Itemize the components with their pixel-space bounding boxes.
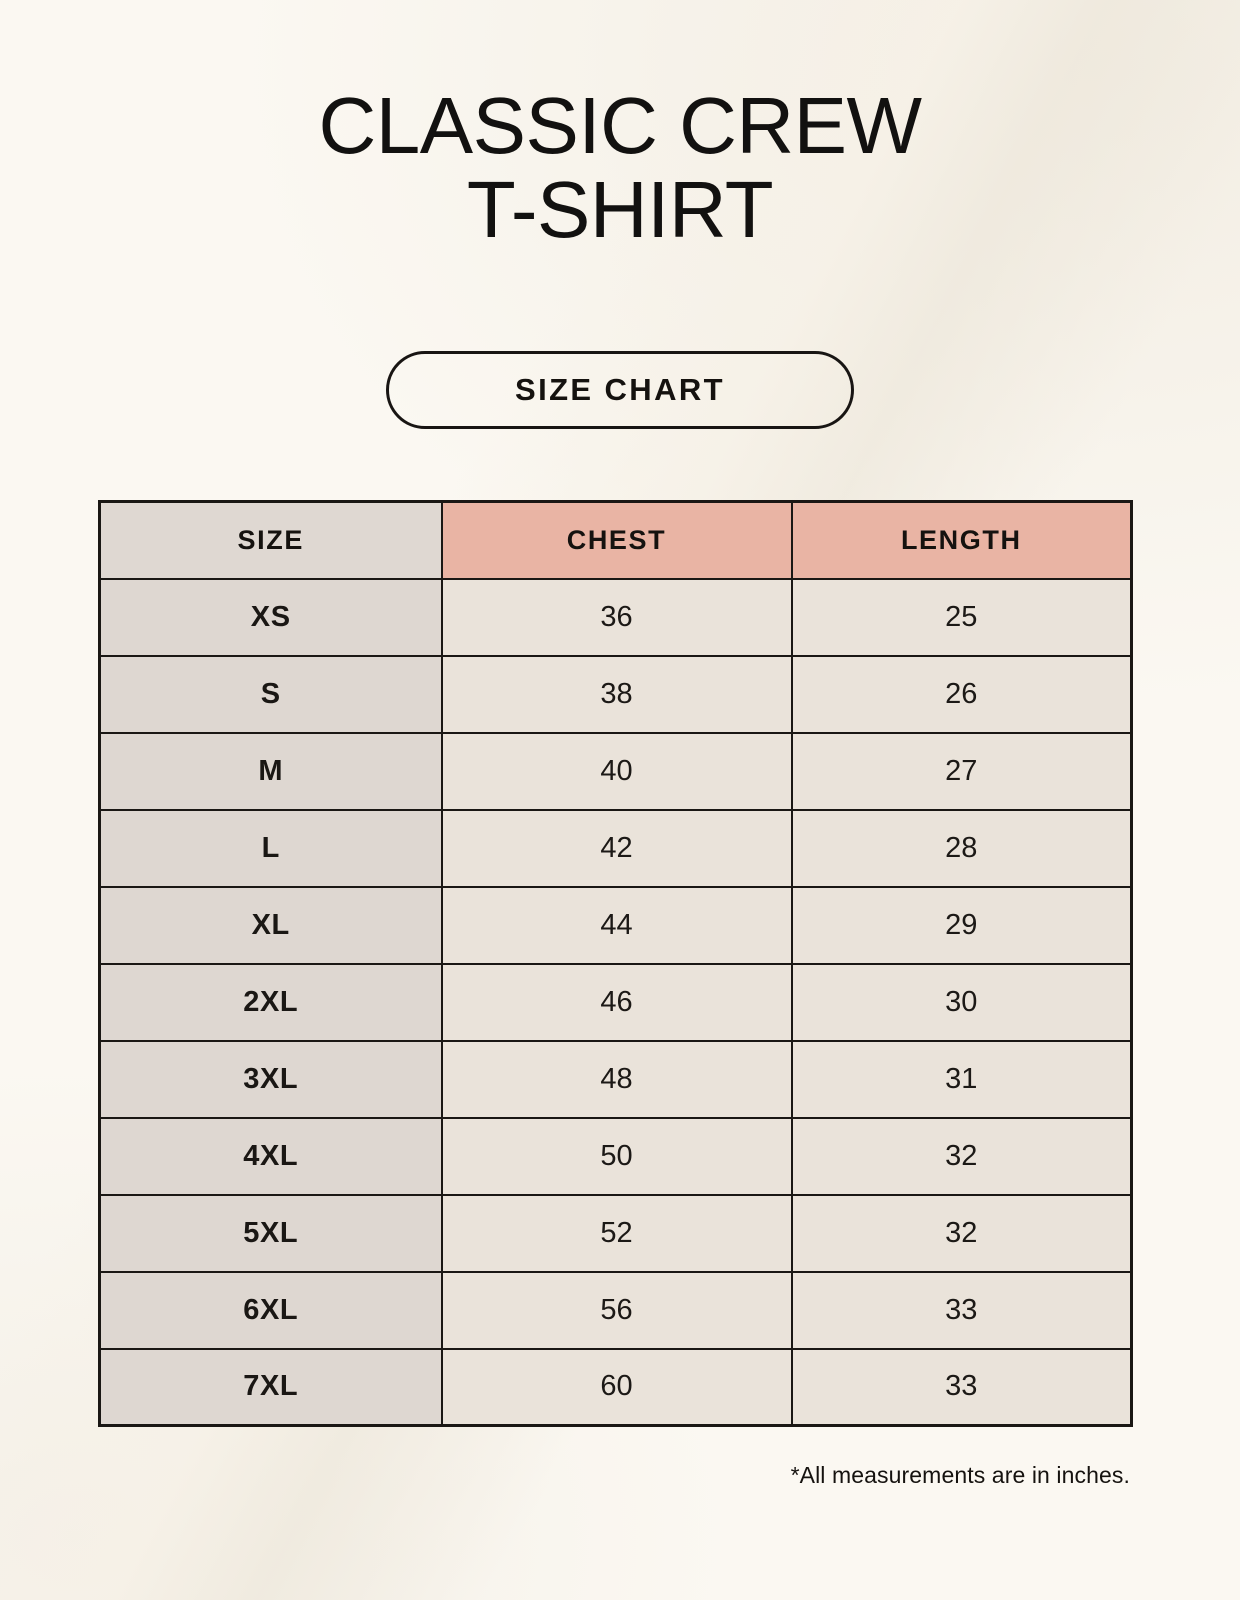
length-value: 29 [945, 908, 978, 941]
length-value: 32 [945, 1139, 978, 1172]
table-row: 3XL 48 31 [98, 1039, 1133, 1119]
cell-size: XL [98, 885, 443, 965]
column-header-length-label: LENGTH [900, 524, 1022, 555]
cell-chest: 42 [440, 808, 793, 888]
table-row: 2XL 46 30 [98, 962, 1133, 1042]
size-value: XS [250, 600, 291, 633]
size-value: M [258, 754, 284, 787]
cell-length: 27 [790, 731, 1133, 811]
cell-length: 33 [790, 1270, 1133, 1350]
column-header-size-label: SIZE [237, 524, 304, 555]
chest-value: 48 [600, 1062, 633, 1095]
page-title: CLASSIC CREW T-SHIRT [0, 84, 1240, 252]
length-value: 33 [945, 1370, 978, 1403]
column-header-length: LENGTH [790, 500, 1133, 580]
cell-size: M [98, 731, 443, 811]
page-title-line-2: T-SHIRT [466, 165, 774, 254]
cell-size: 7XL [98, 1347, 443, 1427]
size-chart-badge-label: SIZE CHART [515, 372, 725, 407]
size-value: 7XL [243, 1370, 299, 1403]
size-value: 5XL [243, 1216, 299, 1249]
cell-size: 6XL [98, 1270, 443, 1350]
table-header-row: SIZE CHEST LENGTH [98, 500, 1133, 580]
chest-value: 42 [600, 831, 633, 864]
cell-length: 32 [790, 1193, 1133, 1273]
chest-value: 56 [600, 1293, 633, 1326]
length-value: 33 [945, 1293, 978, 1326]
cell-size: 5XL [98, 1193, 443, 1273]
size-table-body: XS 36 25 S 38 26 M 40 27 L 42 28 [98, 577, 1133, 1427]
page-title-line-1: CLASSIC CREW [318, 81, 922, 170]
size-chart-badge: SIZE CHART [386, 351, 854, 429]
cell-chest: 48 [440, 1039, 793, 1119]
size-chart-badge-container: SIZE CHART [0, 351, 1240, 429]
cell-size: 3XL [98, 1039, 443, 1119]
cell-chest: 52 [440, 1193, 793, 1273]
table-row: 5XL 52 32 [98, 1193, 1133, 1273]
column-header-chest: CHEST [440, 500, 793, 580]
table-row: 6XL 56 33 [98, 1270, 1133, 1350]
size-value: S [260, 677, 281, 710]
size-value: 2XL [243, 985, 299, 1018]
cell-size: XS [98, 577, 443, 657]
chest-value: 36 [600, 600, 633, 633]
length-value: 30 [945, 985, 978, 1018]
cell-chest: 40 [440, 731, 793, 811]
table-row: S 38 26 [98, 654, 1133, 734]
length-value: 28 [945, 831, 978, 864]
chest-value: 44 [600, 908, 633, 941]
cell-length: 25 [790, 577, 1133, 657]
cell-length: 29 [790, 885, 1133, 965]
chest-value: 50 [600, 1139, 633, 1172]
length-value: 32 [945, 1216, 978, 1249]
cell-size: 4XL [98, 1116, 443, 1196]
size-value: 4XL [243, 1139, 299, 1172]
size-table-head: SIZE CHEST LENGTH [98, 500, 1133, 580]
chest-value: 60 [600, 1370, 633, 1403]
size-value: L [261, 831, 280, 864]
table-row: M 40 27 [98, 731, 1133, 811]
cell-length: 26 [790, 654, 1133, 734]
table-row: L 42 28 [98, 808, 1133, 888]
cell-size: L [98, 808, 443, 888]
table-row: XL 44 29 [98, 885, 1133, 965]
length-value: 27 [945, 754, 978, 787]
cell-length: 30 [790, 962, 1133, 1042]
cell-length: 33 [790, 1347, 1133, 1427]
cell-chest: 38 [440, 654, 793, 734]
cell-length: 32 [790, 1116, 1133, 1196]
column-header-chest-label: CHEST [566, 524, 667, 555]
cell-chest: 50 [440, 1116, 793, 1196]
table-row: 4XL 50 32 [98, 1116, 1133, 1196]
size-value: XL [251, 908, 290, 941]
cell-chest: 46 [440, 962, 793, 1042]
column-header-size: SIZE [98, 500, 443, 580]
size-value: 6XL [243, 1293, 299, 1326]
table-row: XS 36 25 [98, 577, 1133, 657]
cell-chest: 44 [440, 885, 793, 965]
size-table-container: SIZE CHEST LENGTH XS 36 25 S [98, 500, 1133, 1427]
cell-chest: 36 [440, 577, 793, 657]
chest-value: 46 [600, 985, 633, 1018]
cell-chest: 60 [440, 1347, 793, 1427]
chest-value: 40 [600, 754, 633, 787]
cell-length: 31 [790, 1039, 1133, 1119]
table-row: 7XL 60 33 [98, 1347, 1133, 1427]
length-value: 31 [945, 1062, 978, 1095]
chest-value: 52 [600, 1216, 633, 1249]
size-value: 3XL [243, 1062, 299, 1095]
chest-value: 38 [600, 677, 633, 710]
cell-length: 28 [790, 808, 1133, 888]
cell-size: 2XL [98, 962, 443, 1042]
length-value: 25 [945, 600, 978, 633]
size-table: SIZE CHEST LENGTH XS 36 25 S [98, 500, 1133, 1427]
length-value: 26 [945, 677, 978, 710]
measurement-units-note: *All measurements are in inches. [790, 1462, 1130, 1488]
cell-size: S [98, 654, 443, 734]
cell-chest: 56 [440, 1270, 793, 1350]
